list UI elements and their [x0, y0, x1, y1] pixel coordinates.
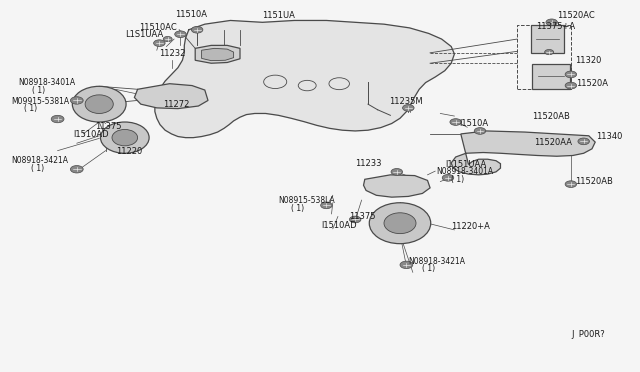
Text: 1151UA: 1151UA — [262, 11, 295, 20]
Text: 11375: 11375 — [349, 212, 375, 221]
Text: 11520AA: 11520AA — [534, 138, 572, 147]
Text: 11272: 11272 — [163, 100, 189, 109]
Ellipse shape — [112, 129, 138, 146]
Polygon shape — [364, 175, 430, 197]
Text: l1510AD: l1510AD — [74, 130, 109, 139]
Text: 11375+A: 11375+A — [536, 22, 575, 31]
Circle shape — [175, 31, 186, 38]
Text: l1510A: l1510A — [460, 119, 489, 128]
Ellipse shape — [369, 203, 431, 244]
Circle shape — [565, 181, 577, 187]
Circle shape — [565, 82, 577, 89]
Text: 11220: 11220 — [116, 147, 143, 156]
Text: 11520AC: 11520AC — [557, 11, 595, 20]
Circle shape — [191, 26, 203, 33]
Circle shape — [578, 138, 589, 145]
Circle shape — [70, 97, 83, 104]
Circle shape — [400, 261, 413, 269]
Polygon shape — [155, 20, 454, 138]
Text: ( 1): ( 1) — [291, 204, 305, 213]
Text: 11520AB: 11520AB — [532, 112, 570, 121]
Text: N08918-3421A: N08918-3421A — [408, 257, 465, 266]
Polygon shape — [134, 84, 208, 109]
Circle shape — [163, 36, 172, 42]
Ellipse shape — [85, 95, 113, 113]
Text: ( 1): ( 1) — [451, 175, 465, 184]
Text: 11232: 11232 — [159, 49, 185, 58]
Ellipse shape — [100, 122, 149, 153]
Text: 11220+A: 11220+A — [451, 222, 490, 231]
Text: L1S1UAA: L1S1UAA — [125, 30, 163, 39]
Circle shape — [391, 169, 403, 175]
Text: 11520AB: 11520AB — [575, 177, 612, 186]
Text: 11340: 11340 — [596, 132, 623, 141]
Circle shape — [403, 105, 414, 111]
Text: N08918-3421A: N08918-3421A — [12, 156, 68, 165]
Circle shape — [450, 119, 461, 125]
Circle shape — [349, 216, 361, 223]
Bar — [532, 64, 570, 89]
Circle shape — [51, 115, 64, 123]
Bar — [531, 25, 564, 53]
Circle shape — [321, 202, 332, 209]
Circle shape — [474, 128, 486, 134]
Circle shape — [154, 40, 165, 46]
Text: 11520A: 11520A — [576, 79, 608, 88]
Circle shape — [565, 71, 577, 78]
Text: 11375: 11375 — [95, 122, 121, 131]
Text: N08918-3401A: N08918-3401A — [436, 167, 493, 176]
Text: 11235M: 11235M — [389, 97, 423, 106]
Text: ( 1): ( 1) — [422, 264, 436, 273]
Text: ( 1): ( 1) — [32, 86, 45, 94]
Circle shape — [545, 49, 554, 55]
Ellipse shape — [72, 86, 126, 122]
Text: N08915-538LA: N08915-538LA — [278, 196, 335, 205]
Text: N08918-3401A: N08918-3401A — [18, 78, 75, 87]
Circle shape — [442, 174, 454, 181]
Ellipse shape — [384, 213, 416, 234]
Text: M09915-5381A: M09915-5381A — [12, 97, 70, 106]
Polygon shape — [451, 131, 595, 175]
Text: 11233: 11233 — [355, 159, 381, 168]
Circle shape — [70, 166, 83, 173]
Text: l1151UAA: l1151UAA — [445, 160, 486, 169]
Text: 11510A: 11510A — [175, 10, 207, 19]
Text: ( 1): ( 1) — [24, 104, 38, 113]
Polygon shape — [195, 45, 240, 63]
Text: 11320: 11320 — [575, 56, 601, 65]
Text: ( 1): ( 1) — [31, 164, 44, 173]
Text: J  P00R?: J P00R? — [571, 330, 605, 339]
Text: 11510AC: 11510AC — [140, 23, 177, 32]
Text: l1510AD: l1510AD — [321, 221, 357, 230]
Circle shape — [546, 19, 557, 26]
Polygon shape — [202, 48, 234, 61]
